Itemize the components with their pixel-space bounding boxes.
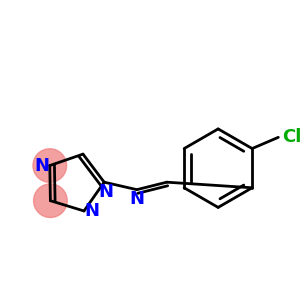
Circle shape [34, 184, 67, 218]
Circle shape [33, 149, 67, 182]
Text: N: N [84, 202, 99, 220]
Text: Cl: Cl [282, 128, 300, 146]
Text: N: N [98, 182, 113, 200]
Text: N: N [35, 157, 50, 175]
Text: N: N [129, 190, 144, 208]
